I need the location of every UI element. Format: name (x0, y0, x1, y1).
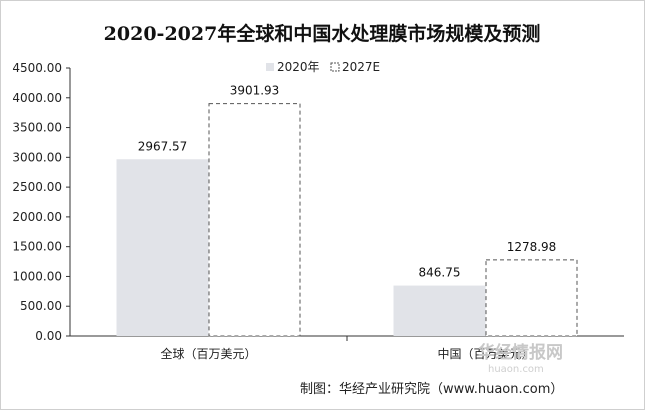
legend-label: 2027E (342, 60, 380, 74)
y-tick-label: 2000.00 (12, 210, 62, 224)
y-tick-label: 4500.00 (12, 61, 62, 75)
y-tick-label: 4000.00 (12, 91, 62, 105)
y-axis-ticks: 0.00 500.00 1000.00 1500.00 2000.00 2500.00 30… (12, 61, 70, 343)
category-label: 全球（百万美元） (160, 346, 256, 361)
data-label: 2967.57 (138, 139, 188, 153)
data-label: 1278.98 (507, 240, 557, 254)
y-tick-label: 2500.00 (12, 180, 62, 194)
legend-label: 2020年 (277, 60, 320, 74)
data-label: 846.75 (419, 266, 461, 280)
watermark-domain: huaon.com (488, 364, 544, 375)
chart-title: 2020-2027年全球和中国水处理膜市场规模及预测 (104, 22, 541, 45)
bar-2027e (208, 103, 301, 337)
source-note: 制图：华经产业研究院（www.huaon.com） (300, 382, 563, 397)
watermark-brand: 华经情报网 (478, 342, 563, 363)
data-label: 3901.93 (230, 84, 280, 98)
bars (116, 103, 578, 337)
y-tick-label: 1500.00 (12, 240, 62, 254)
category-labels: 全球（百万美元） 中国（百万美元） (160, 336, 534, 361)
legend-swatch-2020 (266, 63, 274, 71)
y-tick-label: 0.00 (35, 329, 62, 343)
y-tick-label: 3000.00 (12, 150, 62, 164)
legend-swatch-2027e (330, 62, 340, 72)
data-labels: 2967.57 3901.93 846.75 1278.98 (138, 84, 557, 280)
legend: 2020年 2027E (266, 60, 380, 74)
bar-2020 (393, 285, 486, 336)
bar-2020 (116, 159, 209, 336)
y-tick-label: 500.00 (20, 299, 62, 313)
category-label: 中国（百万美元） (437, 346, 533, 361)
y-tick-label: 1000.00 (12, 269, 62, 283)
watermark: 华经情报网 huaon.com (478, 342, 563, 375)
y-tick-label: 3500.00 (12, 121, 62, 135)
bar-2027e (485, 259, 578, 337)
